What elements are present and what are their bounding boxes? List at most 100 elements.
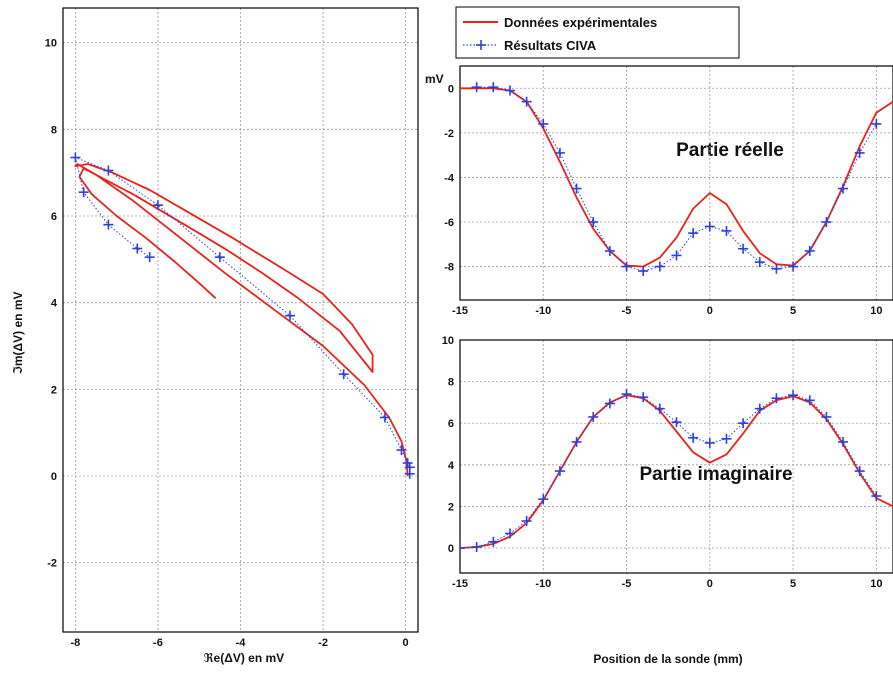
lissajous-x-axis-label: ℜe(ΔV) en mV [204, 651, 284, 665]
real-part-civa-marker [738, 243, 749, 254]
imag-part-civa-marker [854, 466, 865, 477]
lissajous-x-tick-label: -6 [153, 637, 163, 649]
imag-part-civa-marker [521, 515, 532, 526]
real-part-x-tick-label: 0 [707, 305, 713, 317]
imag-part-civa-marker [621, 389, 632, 400]
real-part-civa-marker [471, 82, 482, 93]
real-part-civa-line [476, 86, 877, 272]
real-part-civa-marker [854, 147, 865, 158]
real-part-civa-marker [688, 228, 699, 239]
real-part-civa-marker [621, 261, 632, 272]
lissajous-civa-marker [338, 369, 349, 380]
lissajous-civa-marker [402, 458, 413, 468]
lissajous-y-tick-label: 0 [51, 471, 57, 483]
imag-part-civa-marker [821, 411, 832, 422]
lissajous-x-tick-label: 0 [403, 637, 409, 649]
imag-part-civa-marker [654, 403, 665, 414]
legend-box [455, 6, 740, 59]
real-part-x-tick-label: 10 [870, 305, 882, 317]
lissajous-y-tick-label: 2 [51, 384, 57, 396]
imag-part-civa-marker [788, 390, 799, 401]
imag-part-civa-marker [804, 395, 815, 406]
imag-part-civa-marker [771, 393, 782, 404]
real-part-y-tick-label: 0 [448, 83, 454, 95]
imag-part-civa-marker [460, 543, 465, 554]
real-part-civa-marker [554, 147, 565, 158]
imag-part-civa-marker [738, 418, 749, 429]
lissajous-y-axis-label: ℑm(ΔV) en mV [11, 291, 25, 374]
imag-part-y-tick-label: 0 [448, 543, 454, 555]
imag-part-x-tick-label: 0 [707, 578, 713, 590]
real-part-civa-marker [671, 250, 682, 261]
lissajous-civa-marker [78, 187, 89, 198]
real-part-civa-marker [871, 118, 882, 129]
imag-part-civa-marker [754, 403, 765, 414]
lissajous-civa-marker [103, 219, 114, 230]
imag-part-civa-marker [704, 437, 715, 448]
lissajous-civa-marker [285, 310, 296, 321]
lissajous-y-tick-label: 8 [51, 124, 57, 136]
real-part-x-tick-label: -5 [622, 305, 632, 317]
lissajous-x-tick-label: -8 [70, 637, 80, 649]
lissajous-series-civa [70, 152, 415, 479]
real-part-civa-marker [588, 217, 599, 227]
imag-part-civa-marker [688, 432, 699, 443]
real-part-chart: -15 -10 -5 0 5 10 -8 -6 -4 -2 0 [444, 65, 893, 317]
imag-part-x-tick-label: 10 [870, 578, 882, 590]
real-part-title: Partie réelle [676, 140, 784, 161]
real-part-x-tick-label: -15 [452, 305, 468, 317]
imag-part-chart: -15 -10 -5 0 5 10 0 2 4 6 8 10 [442, 335, 893, 590]
imag-part-civa-marker [638, 392, 649, 403]
imag-part-y-tick-label: 4 [448, 460, 455, 472]
imag-part-civa-marker [871, 491, 882, 502]
imag-part-y-tick-label: 8 [448, 377, 454, 389]
imag-part-civa-marker [671, 417, 682, 428]
real-part-y-tick-label: -4 [444, 172, 455, 184]
real-part-civa-marker [604, 245, 615, 256]
legend-plus-marker [476, 40, 486, 50]
lissajous-chart: -8 -6 -4 -2 0 -2 0 2 4 6 8 10 [45, 7, 419, 649]
lissajous-civa-marker [396, 445, 407, 455]
imag-part-y-tick-label: 6 [448, 418, 454, 430]
lissajous-x-tick-label: -2 [318, 637, 328, 649]
imag-part-civa-marker [571, 436, 582, 447]
real-part-civa-marker [821, 217, 832, 227]
imag-part-x-tick-label: 5 [790, 578, 796, 590]
real-part-civa-marker [521, 96, 532, 107]
real-part-civa-marker [571, 183, 582, 194]
imag-part-civa-marker [554, 466, 565, 477]
real-part-civa-marker [654, 261, 665, 272]
imag-part-x-tick-label: -15 [452, 578, 468, 590]
real-part-series-civa [471, 82, 882, 277]
imag-part-civa-marker [538, 494, 549, 505]
legend-experimental-label: Données expérimentales [504, 15, 657, 30]
lissajous-civa-line [74, 156, 411, 474]
lissajous-y-tick-label: 6 [51, 211, 57, 223]
real-part-civa-marker [804, 245, 815, 256]
imag-part-civa-marker [838, 436, 849, 447]
real-part-y-tick-label: -2 [444, 128, 454, 140]
imag-part-y-tick-label: 2 [448, 501, 454, 513]
imag-part-civa-marker [721, 433, 732, 444]
real-part-civa-marker [704, 221, 715, 232]
lissajous-civa-marker [404, 462, 415, 473]
imag-part-title: Partie imaginaire [639, 464, 792, 485]
lissajous-y-tick-label: -2 [47, 558, 57, 570]
real-part-civa-marker [788, 261, 799, 272]
shared-x-axis-label: Position de la sonde (mm) [593, 652, 742, 666]
lissajous-civa-marker [214, 252, 225, 263]
lissajous-civa-marker [70, 152, 81, 163]
real-part-civa-marker [754, 257, 765, 268]
imag-part-x-tick-label: -5 [622, 578, 632, 590]
lissajous-series-experimental [74, 163, 409, 477]
lissajous-y-tick-label: 10 [45, 38, 57, 50]
legend-civa-label: Résultats CIVA [504, 38, 597, 53]
imag-part-civa-line [460, 393, 877, 549]
lissajous-experimental-line [74, 163, 409, 477]
real-part-y-tick-label: -6 [444, 217, 454, 229]
real-part-civa-marker [638, 266, 649, 277]
lissajous-civa-marker [103, 165, 114, 176]
lissajous-x-tick-label: -4 [236, 637, 247, 649]
imag-part-civa-marker [604, 398, 615, 409]
